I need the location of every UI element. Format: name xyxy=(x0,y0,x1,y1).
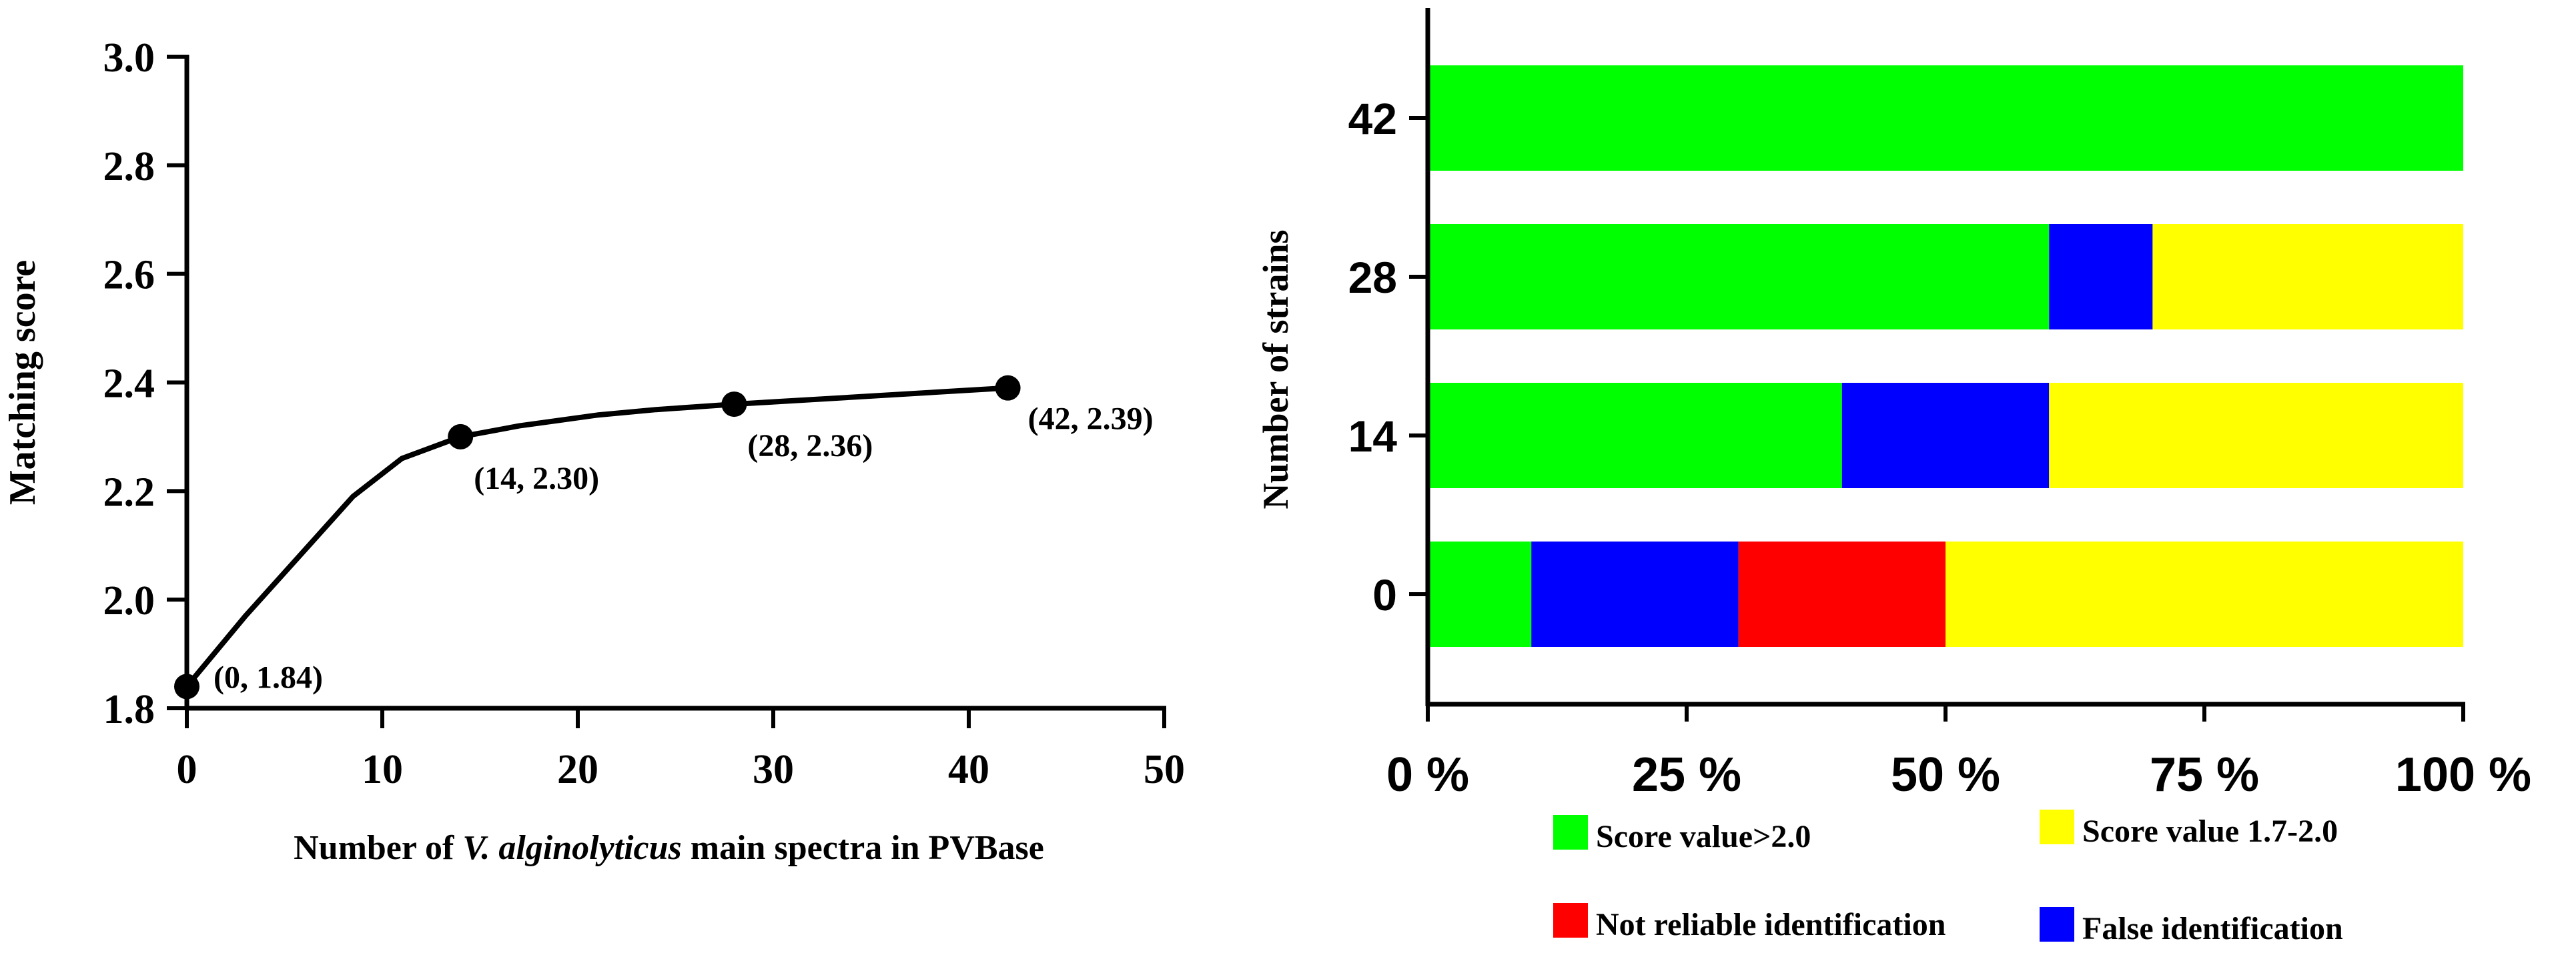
x-tick-label: 0 xyxy=(177,747,197,792)
legend-swatch xyxy=(2040,907,2074,942)
bar-segment xyxy=(1428,65,2463,171)
series-line xyxy=(184,385,1008,688)
bar-segment xyxy=(2152,224,2463,329)
bar-segment xyxy=(1841,383,2050,488)
legend-swatch xyxy=(2040,810,2074,844)
y-tick-label: 2.0 xyxy=(103,578,155,624)
y-tick-label: 1.8 xyxy=(103,687,155,732)
bar-segment xyxy=(1428,224,2050,329)
x-tick-label: 100 % xyxy=(2395,748,2531,802)
x-tick-label: 30 xyxy=(753,747,794,792)
y-tick-label: 2.8 xyxy=(103,144,155,189)
data-point xyxy=(174,674,199,700)
bar-segment xyxy=(2049,224,2153,329)
x-tick-label: 75 % xyxy=(2150,748,2259,802)
data-label: (42, 2.39) xyxy=(1028,401,1154,437)
bar-segment xyxy=(1428,542,1532,647)
stacked-bar-chart: 42 28 14 0 0 % 25 % 50 % 75 % 100 % Number of str… xyxy=(1256,8,2531,946)
legend-swatch xyxy=(1553,903,1588,938)
y-tick-label: 2.2 xyxy=(103,469,155,515)
category-label: 0 xyxy=(1372,570,1397,620)
y-tick-label: 2.4 xyxy=(103,361,155,407)
category-label: 28 xyxy=(1348,253,1397,302)
bar-segment xyxy=(1428,383,1842,488)
line-chart: 1.8 2.0 2.2 2.4 2.6 2.8 3.0 0 10 20 30 40 50 Matching… xyxy=(2,35,1185,867)
x-axis-title-part: V. alginolyticus xyxy=(462,829,681,867)
legend-swatch xyxy=(1553,815,1588,850)
legend-label: Not reliable identification xyxy=(1596,907,1946,942)
x-axis-title: Number of V. alginolyticus main spectra … xyxy=(294,829,1044,867)
bar-segment xyxy=(1946,542,2463,647)
category-label: 14 xyxy=(1348,411,1398,461)
y-axis-title: Number of strains xyxy=(1256,229,1296,509)
data-label: (28, 2.36) xyxy=(747,428,873,463)
data-point xyxy=(721,391,747,417)
x-tick-label: 0 % xyxy=(1386,748,1469,802)
x-tick-label: 25 % xyxy=(1632,748,1741,802)
bar-segment xyxy=(1738,542,1946,647)
bar-segment xyxy=(2049,383,2463,488)
data-point xyxy=(995,375,1021,401)
legend-label: Score value 1.7-2.0 xyxy=(2082,814,2338,849)
legend-label: Score value>2.0 xyxy=(1596,819,1811,854)
x-tick-label: 40 xyxy=(948,747,989,792)
x-axis-title-part: main spectra in PVBase xyxy=(682,829,1044,867)
x-tick-label: 50 xyxy=(1144,747,1185,792)
data-label: (0, 1.84) xyxy=(213,660,323,695)
category-label: 42 xyxy=(1348,94,1397,143)
x-axis-title-part: Number of xyxy=(294,829,462,867)
data-point xyxy=(448,423,474,449)
y-tick-label: 3.0 xyxy=(103,35,155,81)
data-label: (14, 2.30) xyxy=(474,461,599,496)
legend-label: False identification xyxy=(2082,911,2343,946)
y-tick-label: 2.6 xyxy=(103,253,155,298)
x-tick-label: 20 xyxy=(557,747,598,792)
y-axis-title: Matching score xyxy=(2,260,43,506)
x-tick-label: 10 xyxy=(362,747,403,792)
x-tick-label: 50 % xyxy=(1891,748,2000,802)
bar-segment xyxy=(1531,542,1739,647)
